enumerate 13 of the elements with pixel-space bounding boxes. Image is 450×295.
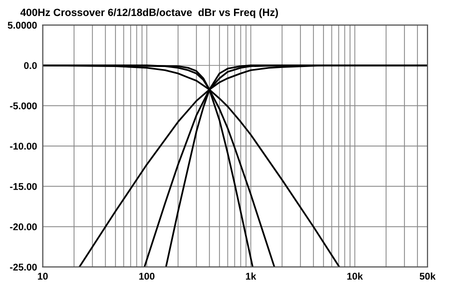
y-tick-label: -10.00 <box>10 142 37 150</box>
y-tick-label: 5.0000 <box>8 22 37 29</box>
y-tick-label: -20.00 <box>10 223 37 230</box>
x-tick-label: 1k <box>246 272 256 280</box>
y-tick-label: -25.00 <box>10 264 37 271</box>
chart-title: 400Hz Crossover 6/12/18dB/octave dBr vs Freq (Hz) <box>20 8 278 18</box>
x-tick-label: 50k <box>420 272 436 280</box>
y-tick-label: -15.00 <box>10 183 37 190</box>
y-tick-label: 0.0 <box>24 62 37 70</box>
x-tick-label: 10 <box>38 272 48 280</box>
y-tick-label: -5.000 <box>10 102 37 110</box>
x-tick-label: 100 <box>139 272 154 280</box>
x-tick-label: 10k <box>347 272 363 280</box>
